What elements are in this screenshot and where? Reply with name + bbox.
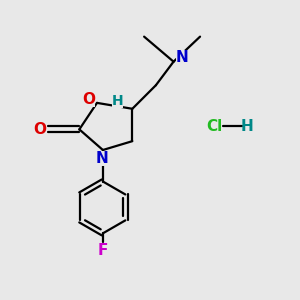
Text: N: N: [96, 151, 109, 166]
Text: H: H: [112, 94, 123, 108]
Text: Cl: Cl: [207, 119, 223, 134]
Text: O: O: [34, 122, 47, 137]
Text: N: N: [176, 50, 189, 65]
Text: O: O: [82, 92, 95, 107]
Text: F: F: [98, 243, 108, 258]
Text: H: H: [241, 119, 253, 134]
